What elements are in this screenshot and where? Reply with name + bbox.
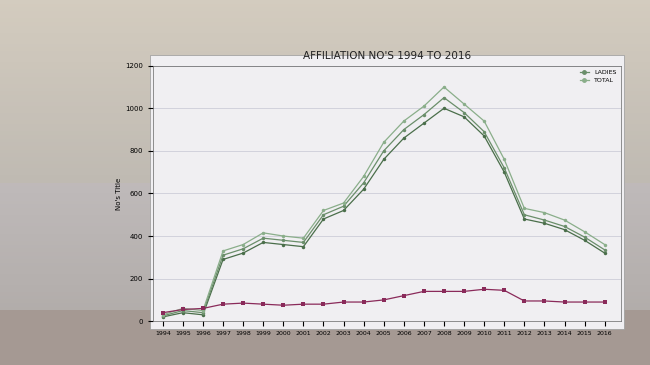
Title: AFFILIATION NO'S 1994 TO 2016: AFFILIATION NO'S 1994 TO 2016 [303,51,471,61]
Y-axis label: No's Title: No's Title [116,177,122,210]
Legend: LADIES, TOTAL: LADIES, TOTAL [578,69,618,84]
